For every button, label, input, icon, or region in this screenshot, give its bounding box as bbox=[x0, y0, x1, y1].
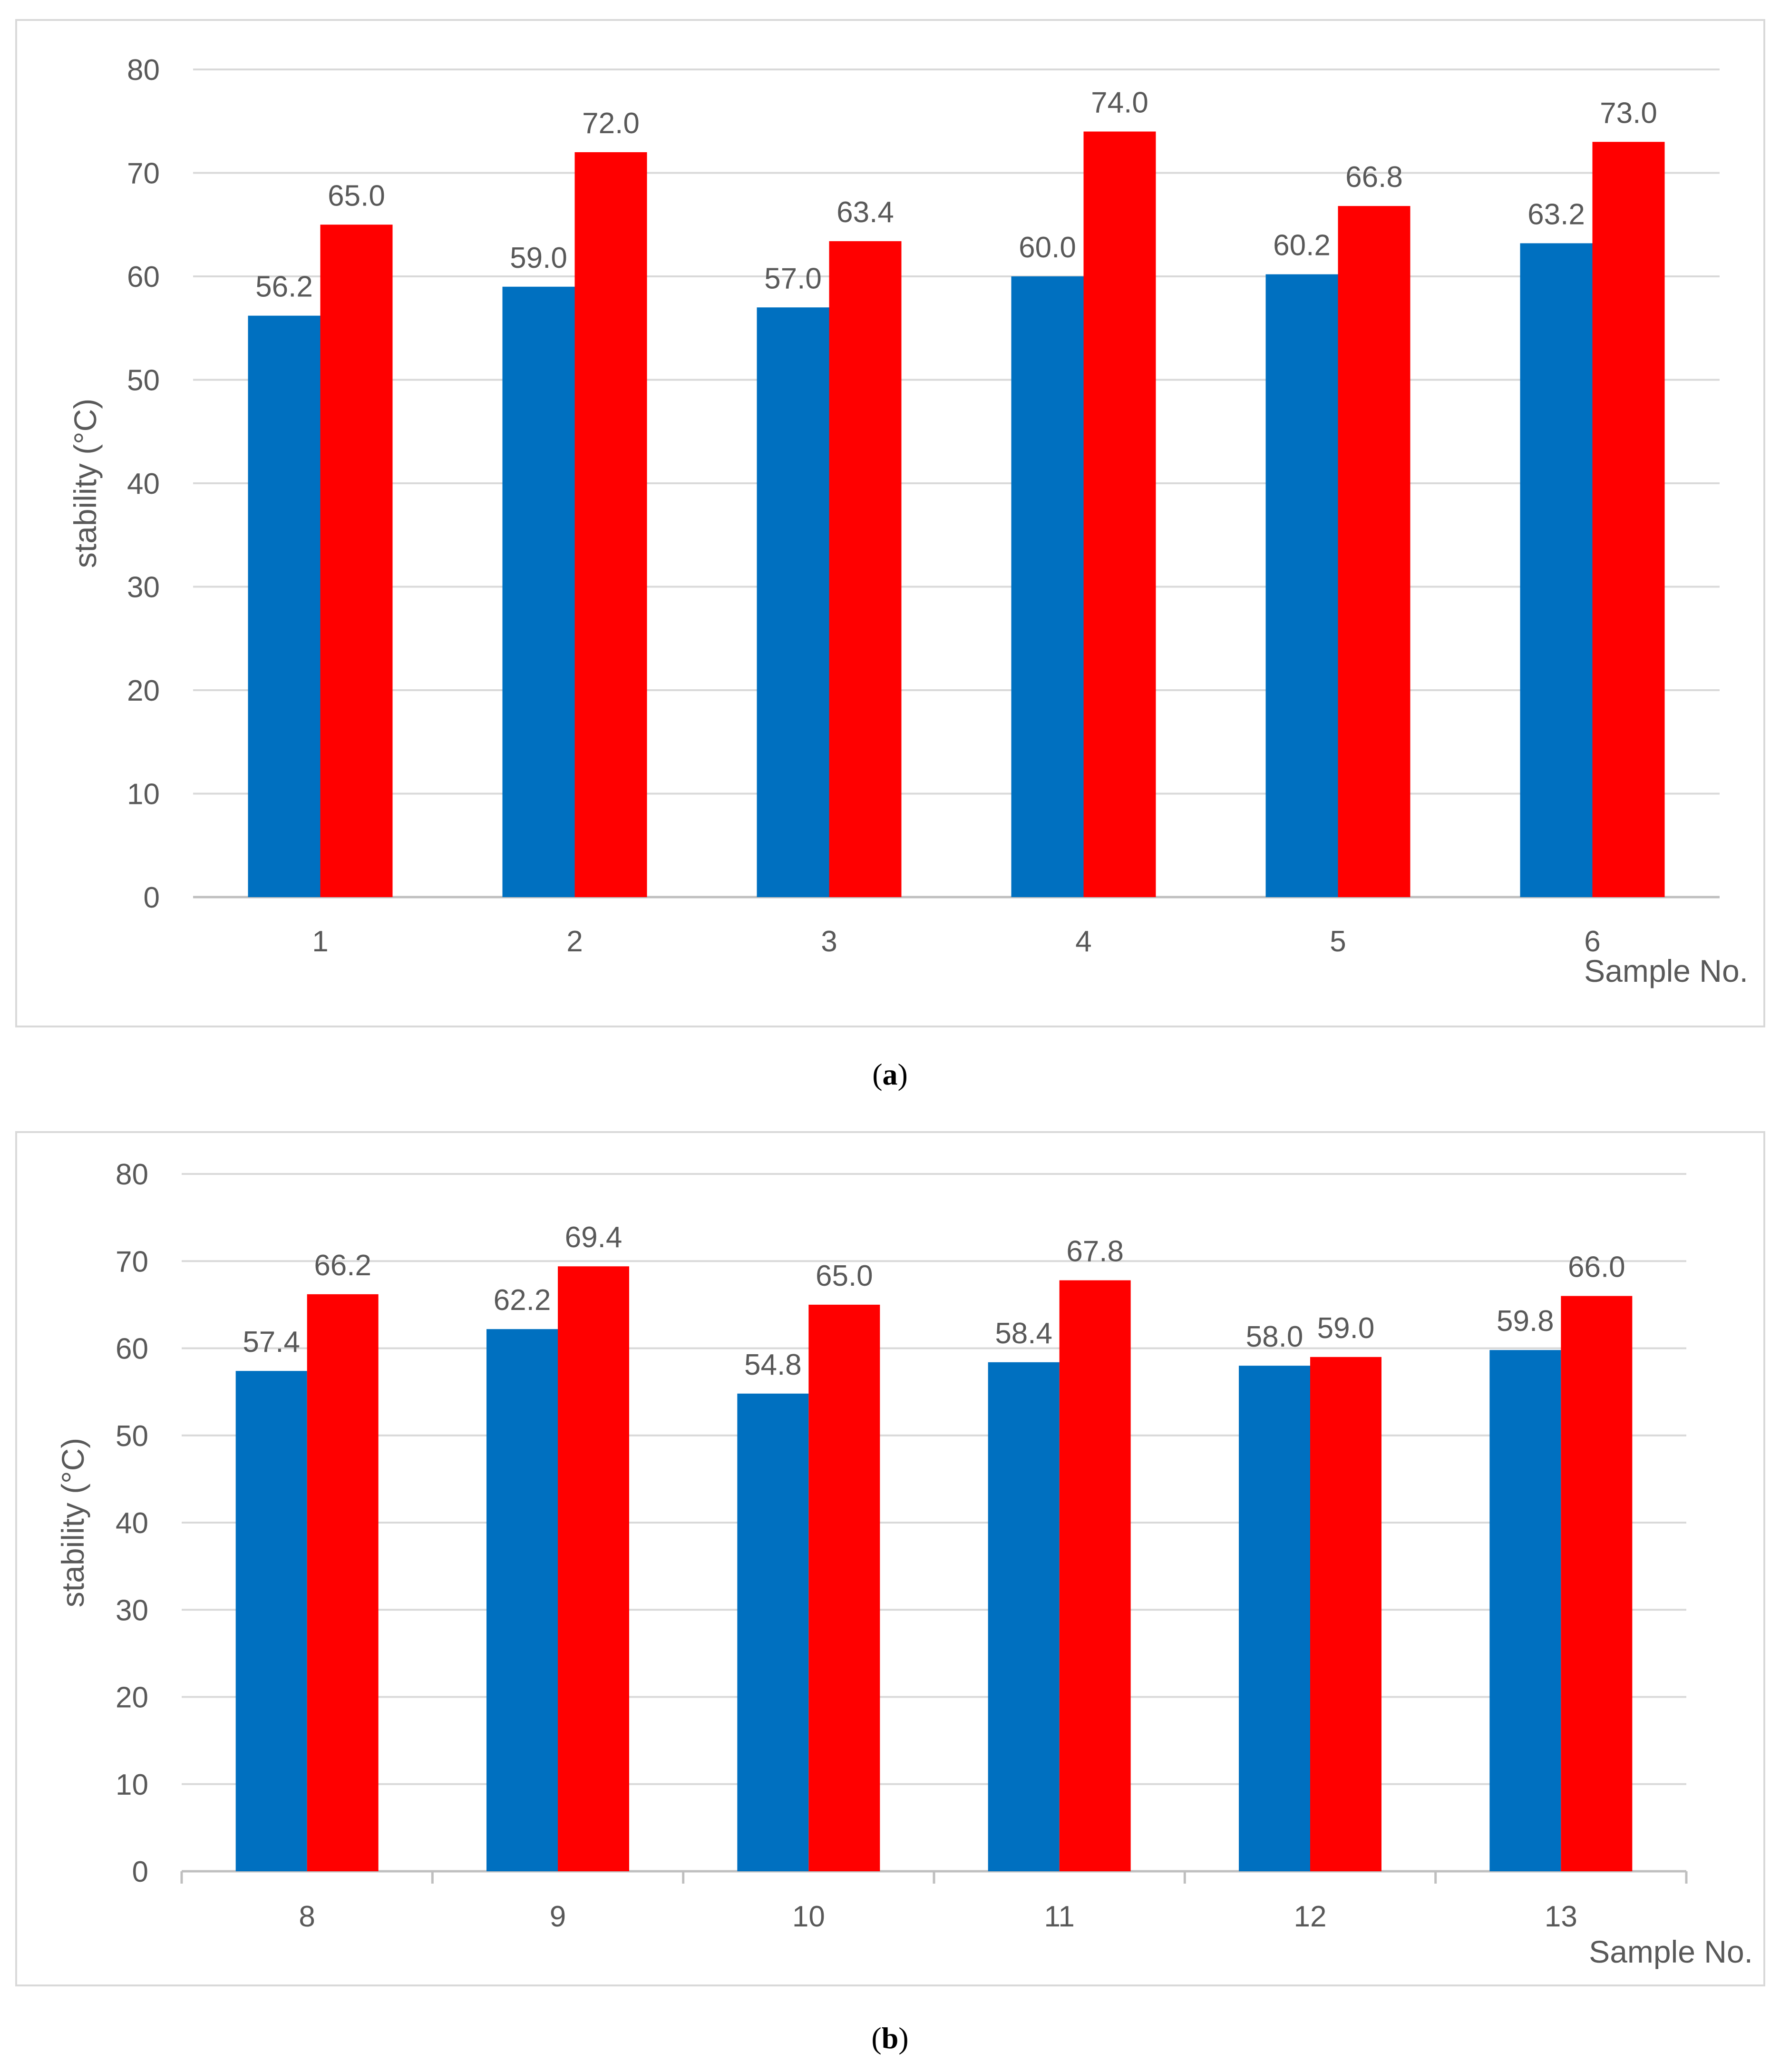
chart-a-y-tick-label: 50 bbox=[127, 364, 160, 397]
chart-a-data-label: 65.0 bbox=[328, 179, 385, 212]
chart-a-x-tick-label: 4 bbox=[1075, 925, 1091, 958]
chart-a-y-tick-label: 20 bbox=[127, 674, 160, 707]
chart-a-bar-series-2 bbox=[574, 152, 647, 897]
chart-a-bar-series-1 bbox=[502, 286, 575, 897]
chart-b-y-tick-label: 50 bbox=[116, 1420, 148, 1453]
chart-a-bar-series-1 bbox=[757, 307, 829, 897]
chart-b-bar-series-1 bbox=[1489, 1350, 1561, 1871]
chart-a-y-tick-label: 70 bbox=[127, 157, 160, 190]
chart-b-x-tick-label: 8 bbox=[299, 1900, 315, 1933]
chart-b-y-tick-label: 30 bbox=[116, 1594, 148, 1627]
chart-b-bar-series-2 bbox=[808, 1304, 880, 1871]
chart-a-data-label: 63.4 bbox=[837, 196, 894, 229]
chart-a-y-axis-title: stability (°C) bbox=[68, 399, 103, 568]
chart-a-bar-series-1 bbox=[248, 315, 321, 897]
chart-b-y-tick-label: 60 bbox=[116, 1333, 148, 1366]
chart-b-data-label: 65.0 bbox=[816, 1260, 873, 1292]
chart-a-bar-series-1 bbox=[1011, 276, 1084, 897]
chart-a-data-label: 59.0 bbox=[510, 242, 567, 274]
chart-b-bar-series-1 bbox=[486, 1329, 558, 1871]
chart-a-data-label: 72.0 bbox=[582, 107, 640, 140]
chart-a-y-tick-label: 60 bbox=[127, 261, 160, 293]
chart-a-y-tick-label: 80 bbox=[127, 54, 160, 87]
chart-b-data-label: 54.8 bbox=[744, 1349, 802, 1381]
chart-b-data-label: 69.4 bbox=[565, 1221, 623, 1254]
chart-b-y-axis-title: stability (°C) bbox=[55, 1438, 90, 1607]
chart-b-data-label: 57.4 bbox=[243, 1326, 300, 1359]
chart-a-bar-series-2 bbox=[1592, 142, 1665, 897]
caption-b-close: ) bbox=[898, 2021, 909, 2055]
chart-b-y-tick-label: 70 bbox=[116, 1245, 148, 1278]
chart-a-bar-series-1 bbox=[1265, 274, 1338, 897]
chart-a-data-label: 66.8 bbox=[1345, 161, 1403, 194]
chart-a-x-tick-label: 2 bbox=[566, 925, 583, 958]
chart-a-svg: 0 10 20 30 40 50 60 70 80 56.2 65.0 1 59.0 72.0 2 57.0 6… bbox=[68, 54, 1748, 988]
chart-panel-a: 0 10 20 30 40 50 60 70 80 56.2 65.0 1 59.0 72.0 2 57.0 6… bbox=[15, 19, 1765, 1027]
chart-a-bar-series-1 bbox=[1520, 243, 1593, 897]
chart-a-y-tick-label: 10 bbox=[127, 778, 160, 811]
chart-b-x-tick-label: 13 bbox=[1545, 1900, 1577, 1933]
chart-b-bar-series-1 bbox=[235, 1371, 307, 1871]
caption-b: (b) bbox=[0, 2021, 1780, 2056]
chart-b-x-tick-label: 12 bbox=[1294, 1900, 1327, 1933]
caption-b-letter: b bbox=[881, 2021, 899, 2055]
chart-b-data-label: 59.8 bbox=[1497, 1305, 1554, 1338]
chart-b-bar-series-1 bbox=[737, 1393, 809, 1871]
caption-a: (a) bbox=[0, 1057, 1780, 1092]
chart-b-bar-series-2 bbox=[1310, 1357, 1381, 1871]
chart-a-data-label: 57.0 bbox=[764, 262, 822, 295]
chart-b-x-tick-label: 11 bbox=[1044, 1900, 1074, 1933]
chart-b-data-label: 58.4 bbox=[995, 1317, 1052, 1350]
chart-a-y-tick-label: 40 bbox=[127, 468, 160, 500]
chart-a-x-tick-label: 3 bbox=[821, 925, 837, 958]
chart-a-bar-series-2 bbox=[320, 225, 393, 897]
chart-b-data-label: 66.0 bbox=[1568, 1251, 1625, 1284]
chart-panel-b: 0 10 20 30 40 50 60 70 80 57.4 66.2 8 62.2 69.4 9 54.8 6… bbox=[15, 1131, 1765, 1986]
chart-b-y-tick-label: 40 bbox=[116, 1507, 148, 1540]
chart-b-y-tick-label: 0 bbox=[132, 1856, 148, 1888]
chart-b-x-tick-label: 10 bbox=[792, 1900, 825, 1933]
chart-a-x-tick-label: 6 bbox=[1584, 925, 1600, 958]
chart-b-bar-series-1 bbox=[1239, 1366, 1310, 1871]
caption-a-open: ( bbox=[872, 1057, 883, 1091]
chart-a-x-axis-title: Sample No. bbox=[1584, 953, 1748, 988]
chart-b-x-axis-title: Sample No. bbox=[1589, 1934, 1753, 1969]
chart-b-y-tick-label: 80 bbox=[116, 1158, 148, 1191]
chart-a-data-label: 60.2 bbox=[1273, 229, 1331, 262]
chart-b-y-tick-label: 10 bbox=[116, 1769, 148, 1801]
chart-b-data-label: 66.2 bbox=[314, 1249, 371, 1282]
chart-b-bar-series-1 bbox=[988, 1362, 1060, 1871]
chart-a-bar-series-2 bbox=[829, 241, 902, 897]
chart-a-data-label: 73.0 bbox=[1600, 97, 1657, 129]
chart-b-x-tick-label: 9 bbox=[550, 1900, 566, 1933]
chart-a-data-label: 60.0 bbox=[1019, 231, 1076, 264]
chart-b-data-label: 67.8 bbox=[1066, 1235, 1124, 1268]
chart-a-bar-series-2 bbox=[1083, 131, 1156, 897]
chart-a-data-label: 74.0 bbox=[1091, 87, 1148, 119]
chart-b-data-label: 58.0 bbox=[1246, 1320, 1303, 1353]
chart-a-y-tick-label: 30 bbox=[127, 571, 160, 604]
caption-a-letter: a bbox=[882, 1057, 898, 1091]
chart-a-data-label: 56.2 bbox=[255, 271, 313, 303]
chart-b-y-tick-label: 20 bbox=[116, 1681, 148, 1714]
chart-b-bar-series-2 bbox=[1059, 1280, 1131, 1871]
chart-a-x-tick-label: 5 bbox=[1330, 925, 1346, 958]
chart-b-svg: 0 10 20 30 40 50 60 70 80 57.4 66.2 8 62.2 69.4 9 54.8 6… bbox=[55, 1158, 1753, 1969]
chart-b-bar-series-2 bbox=[1561, 1296, 1633, 1871]
chart-a-data-label: 63.2 bbox=[1527, 198, 1585, 231]
chart-b-data-label: 62.2 bbox=[494, 1284, 551, 1317]
chart-a-y-tick-label: 0 bbox=[144, 881, 160, 914]
chart-b-data-label: 59.0 bbox=[1317, 1312, 1375, 1345]
chart-b-bar-series-2 bbox=[558, 1266, 629, 1871]
caption-a-close: ) bbox=[897, 1057, 908, 1091]
chart-b-bar-series-2 bbox=[307, 1294, 379, 1871]
chart-a-bar-series-2 bbox=[1338, 206, 1410, 898]
chart-a-x-tick-label: 1 bbox=[312, 925, 328, 958]
caption-b-open: ( bbox=[871, 2021, 882, 2055]
